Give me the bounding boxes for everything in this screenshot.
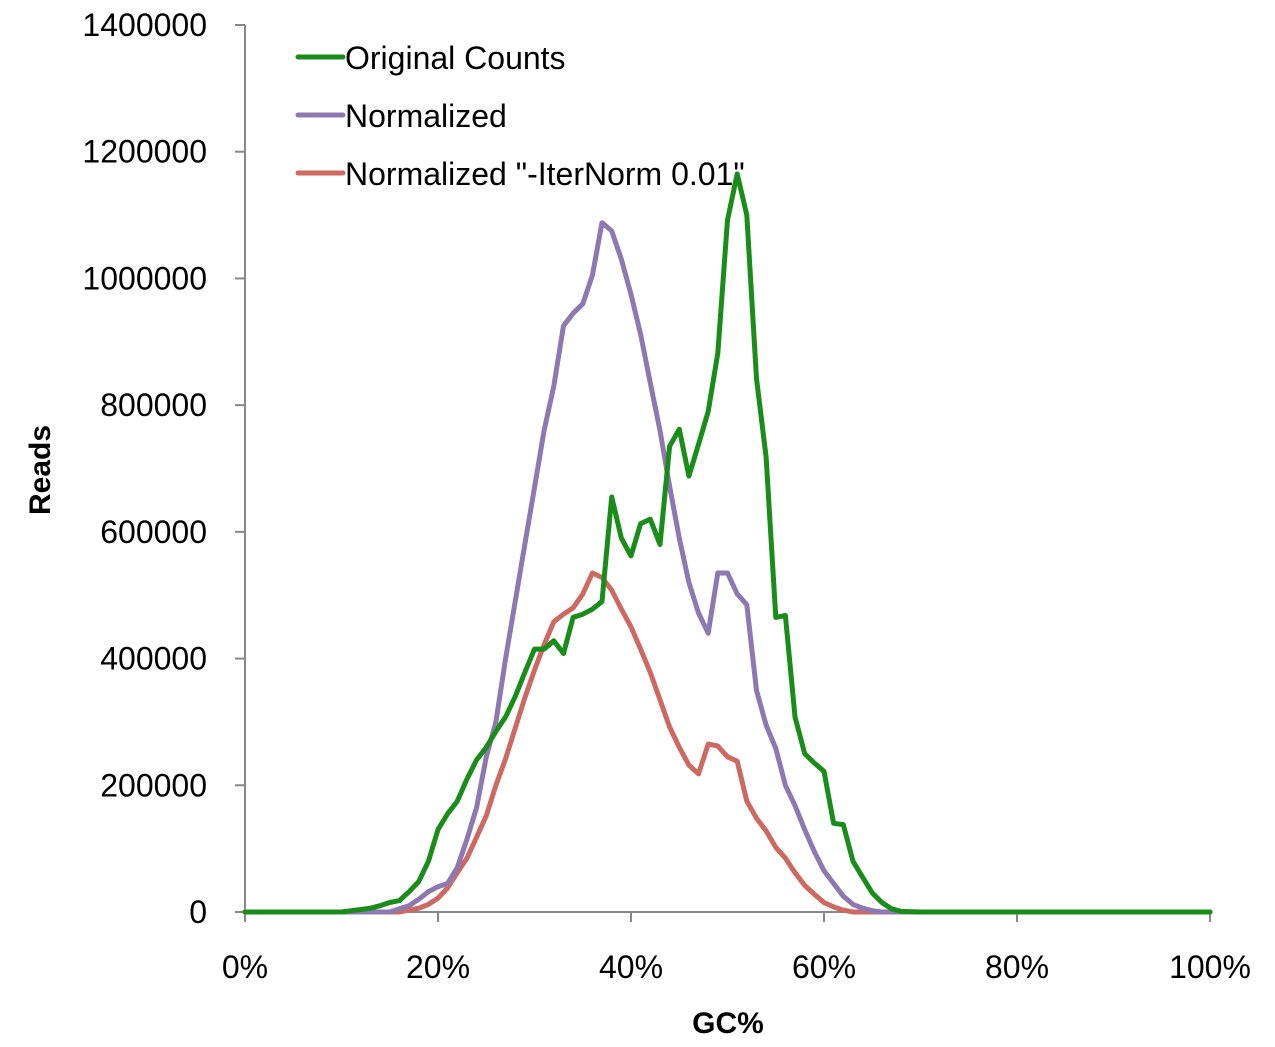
y-tick-label: 1400000 (82, 7, 207, 43)
legend-label: Normalized "-IterNorm 0.01" (345, 156, 745, 192)
series-line-original-counts (242, 171, 1213, 915)
series-line-normalized-iternorm-0-01 (242, 570, 1213, 915)
y-tick-label: 0 (189, 894, 207, 930)
y-tick-label: 600000 (100, 514, 207, 550)
y-axis-title: Reads (24, 425, 57, 515)
x-tick-label: 0% (222, 949, 268, 985)
legend-label: Original Counts (345, 40, 566, 76)
x-axis-title: GC% (692, 1007, 764, 1040)
legend-label: Normalized (345, 98, 507, 134)
x-tick-label: 40% (599, 949, 663, 985)
y-tick-label: 400000 (100, 641, 207, 677)
x-tick-label: 60% (792, 949, 856, 985)
x-tick-label: 100% (1169, 949, 1251, 985)
x-tick-label: 80% (985, 949, 1049, 985)
y-tick-label: 200000 (100, 767, 207, 803)
y-tick-label: 1200000 (82, 134, 207, 170)
x-tick-label: 20% (406, 949, 470, 985)
y-tick-label: 800000 (100, 387, 207, 423)
y-tick-label: 1000000 (82, 260, 207, 296)
series-line-normalized (242, 220, 1213, 915)
